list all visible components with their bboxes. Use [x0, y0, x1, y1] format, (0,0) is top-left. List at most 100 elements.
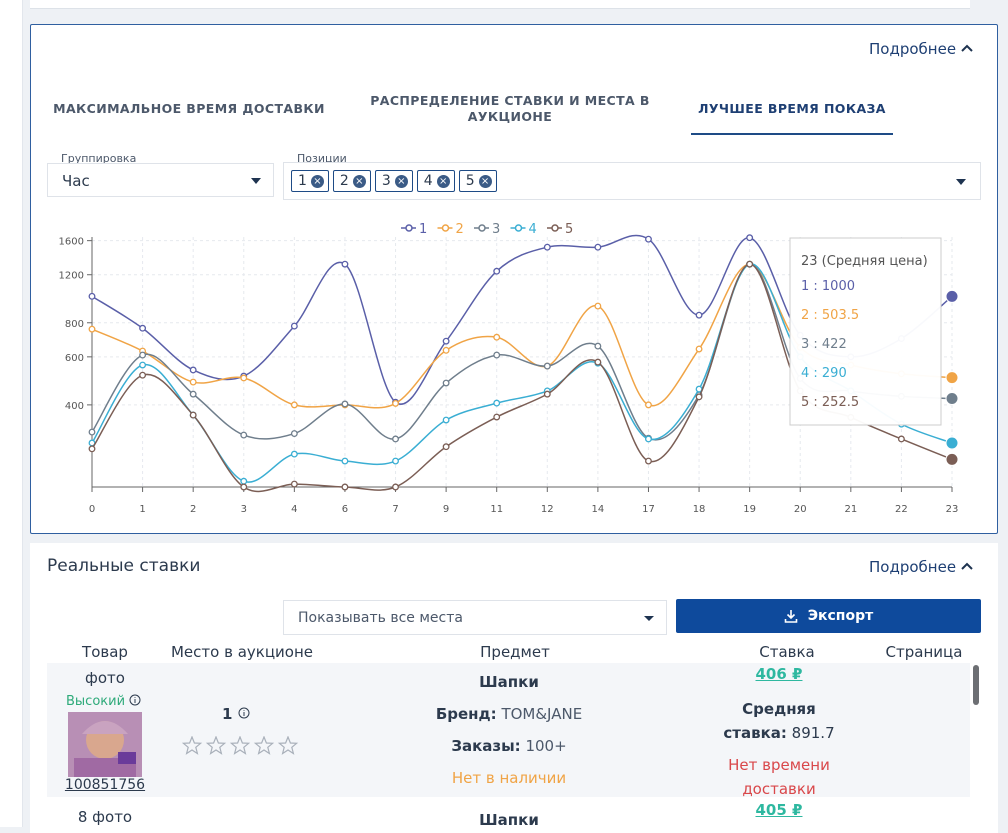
- point: [189, 366, 197, 374]
- grouping-label: Группировка: [61, 152, 137, 165]
- point: [290, 401, 298, 409]
- export-text: Экспорт: [807, 608, 874, 624]
- point: [240, 477, 248, 485]
- tab[interactable]: МАКСИМАЛЬНОЕ ВРЕМЯ ДОСТАВКИ: [53, 101, 325, 116]
- point: [493, 333, 501, 341]
- x-tick-label: 4: [291, 504, 297, 515]
- legend-label: 5: [565, 222, 573, 237]
- tab-active[interactable]: ЛУЧШЕЕ ВРЕМЯ ПОКАЗА: [698, 101, 886, 116]
- point: [240, 431, 248, 439]
- x-tick-label: 11: [490, 504, 503, 515]
- positions-select[interactable]: 1 × 2 × 3 × 4 × 5 ×: [283, 162, 981, 200]
- chip-text: 2: [339, 173, 349, 189]
- column-header: Место в аукционе: [170, 643, 313, 661]
- x-tick-label: 20: [794, 504, 807, 515]
- chip-remove[interactable]: ×: [436, 174, 450, 188]
- x-tick-label: 0: [89, 504, 95, 515]
- point: [442, 443, 450, 451]
- place-value: 1: [222, 705, 233, 723]
- details-toggle[interactable]: Подробнее: [869, 558, 973, 576]
- tooltip-item: 5 : 252.5: [801, 395, 859, 410]
- chip[interactable]: 2 ×: [332, 170, 371, 192]
- chip[interactable]: 1 ×: [291, 170, 329, 192]
- tab[interactable]: РАСПРЕДЕЛЕНИЕ СТАВКИ И МЕСТА В АУКЦИОНЕ: [370, 93, 650, 124]
- x-tick-label: 7: [392, 504, 398, 515]
- point: [290, 430, 298, 438]
- place: 1: [222, 705, 250, 723]
- table-row: [47, 663, 970, 797]
- column-header: Страница: [885, 643, 963, 661]
- info-icon[interactable]: [129, 694, 141, 706]
- rating-stars[interactable]: [182, 736, 300, 756]
- product-image: [68, 712, 142, 777]
- point: [645, 457, 652, 465]
- places-select[interactable]: Показывать все места: [283, 600, 667, 635]
- point: [392, 483, 399, 491]
- x-tick-label: 23: [946, 504, 959, 515]
- previous-card: [30, 0, 970, 9]
- point: [88, 428, 96, 436]
- legend-label: 1: [419, 222, 427, 237]
- y-tick-label: 400: [65, 401, 84, 412]
- point: [746, 260, 754, 268]
- sku-link[interactable]: 100851756: [64, 777, 146, 793]
- legend-marker: [478, 224, 486, 232]
- hover-point: [945, 289, 959, 303]
- stock: Нет в наличии: [451, 769, 567, 787]
- chip-text: 4: [423, 173, 433, 189]
- info-icon[interactable]: [238, 707, 250, 719]
- point: [493, 413, 501, 421]
- point: [543, 243, 551, 251]
- caret: [644, 616, 654, 621]
- y-tick-label: 600: [65, 353, 84, 364]
- avg-label: Средняя ставка:: [723, 700, 816, 742]
- point: [543, 362, 551, 370]
- orders-label: Заказы:: [451, 737, 521, 755]
- scrollbar[interactable]: [973, 665, 979, 705]
- x-tick-label: 6: [342, 504, 348, 515]
- toggle-text: Подробнее: [869, 558, 957, 576]
- point: [139, 361, 147, 369]
- tab-underline: [691, 133, 893, 135]
- details-toggle[interactable]: Подробнее: [869, 40, 973, 58]
- chip[interactable]: 3 ×: [374, 170, 413, 192]
- grouping-select[interactable]: Час: [47, 163, 274, 197]
- legend-marker: [405, 224, 413, 232]
- chip[interactable]: 4 ×: [416, 170, 455, 192]
- caret: [251, 178, 261, 184]
- x-tick-label: 1: [139, 504, 145, 515]
- tooltip-title: 23 (Средняя цена): [801, 254, 928, 269]
- tooltip-box: [789, 237, 942, 426]
- x-tick-label: 12: [541, 504, 554, 515]
- legend-marker: [514, 224, 523, 232]
- point: [392, 457, 399, 465]
- point: [341, 457, 349, 465]
- point: [594, 302, 602, 310]
- chip-remove[interactable]: ×: [478, 174, 492, 188]
- chip-remove[interactable]: ×: [394, 174, 408, 188]
- delivery: Нет времени доставки: [728, 756, 830, 798]
- export-button[interactable]: Экспорт: [676, 599, 981, 633]
- point: [290, 480, 298, 488]
- point: [695, 311, 703, 319]
- chip-remove[interactable]: ×: [310, 174, 324, 188]
- chips: 1 × 2 × 3 × 4 × 5 ×: [291, 170, 501, 192]
- chip[interactable]: 5 ×: [458, 170, 497, 192]
- bid[interactable]: 406 ₽: [755, 665, 803, 683]
- hover-point: [945, 436, 959, 450]
- point: [594, 243, 602, 251]
- point: [746, 234, 754, 242]
- point: [88, 292, 96, 300]
- chip-remove[interactable]: ×: [352, 174, 366, 188]
- point: [645, 235, 652, 243]
- point: [392, 435, 399, 443]
- point: [594, 358, 602, 366]
- bid[interactable]: 405 ₽: [755, 801, 803, 819]
- point: [493, 267, 501, 275]
- point: [695, 393, 703, 401]
- column-header: Ставка: [759, 643, 815, 661]
- point: [240, 374, 248, 382]
- point: [88, 445, 96, 453]
- x-tick-label: 14: [592, 504, 605, 515]
- x-tick-label: 2: [190, 504, 196, 515]
